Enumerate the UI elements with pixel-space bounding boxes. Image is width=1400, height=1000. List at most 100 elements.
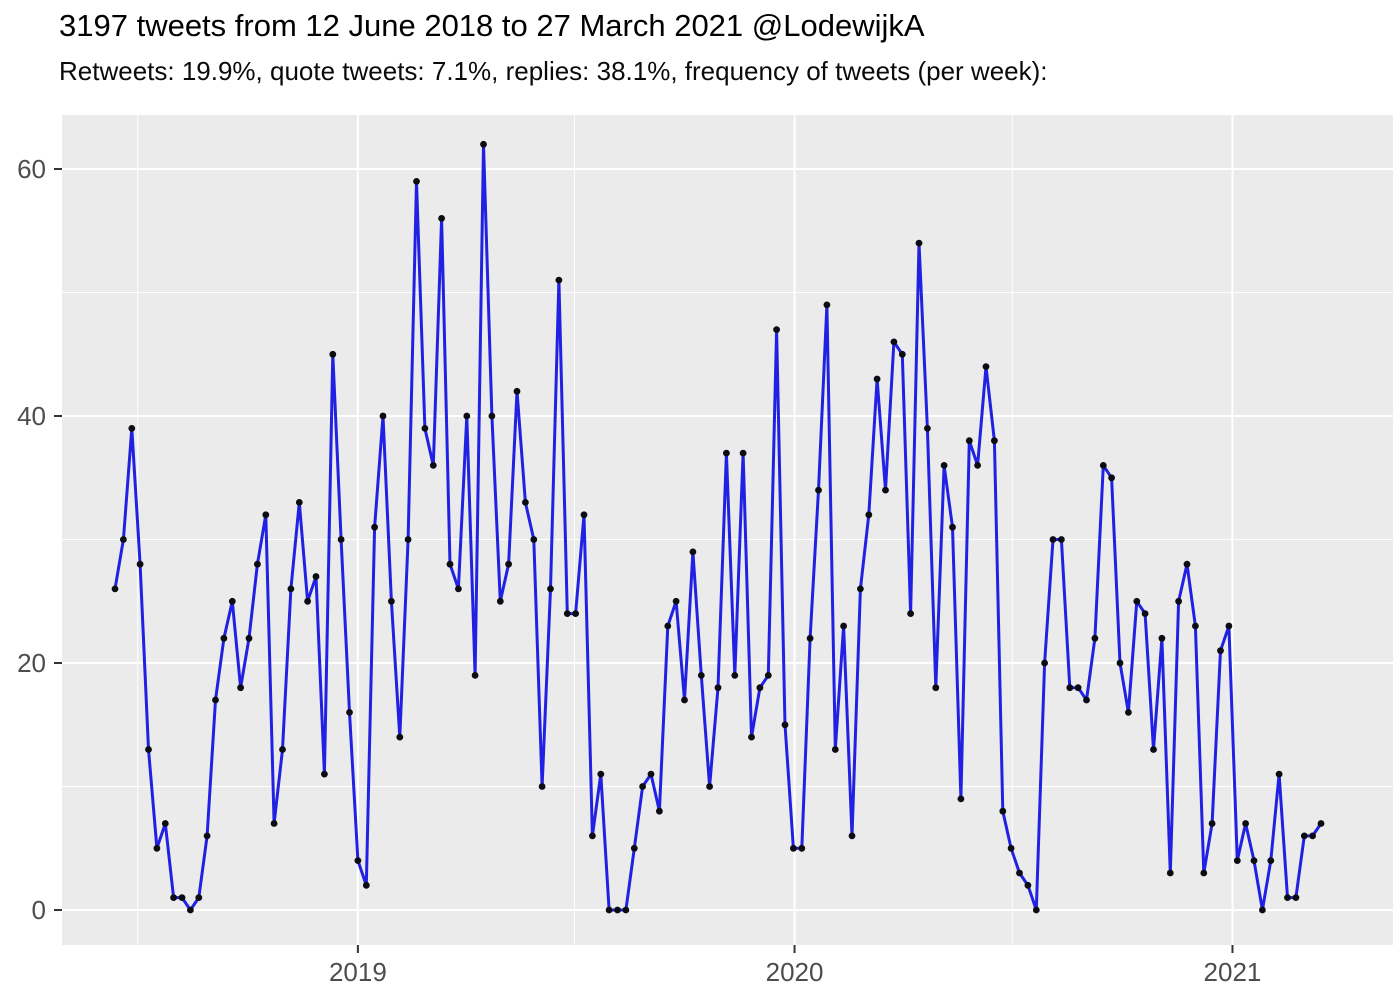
data-point <box>329 350 337 358</box>
data-point <box>940 462 948 469</box>
data-point <box>538 783 546 790</box>
x-axis-labels: 2019 2020 2021 <box>329 957 1261 987</box>
data-point <box>1284 894 1291 901</box>
data-point <box>840 622 847 630</box>
data-point <box>312 573 320 580</box>
data-point <box>362 881 370 889</box>
grid-major <box>62 115 1393 945</box>
data-point <box>739 449 747 457</box>
y-axis-labels: 0 20 40 60 <box>17 154 46 925</box>
data-point <box>128 425 136 432</box>
data-point <box>388 597 395 605</box>
data-point <box>429 462 437 469</box>
data-point <box>1217 647 1224 655</box>
data-point <box>270 820 278 827</box>
data-point <box>404 536 412 543</box>
data-point <box>1032 906 1040 914</box>
data-point <box>178 894 186 901</box>
data-point <box>614 906 621 914</box>
data-point <box>254 560 261 568</box>
data-point <box>1108 474 1115 482</box>
data-point <box>580 511 588 519</box>
data-point <box>848 832 856 840</box>
data-point <box>1007 844 1015 852</box>
data-point <box>1259 906 1266 914</box>
data-point <box>890 338 898 346</box>
data-point <box>1225 622 1233 630</box>
data-point <box>136 560 144 568</box>
data-point <box>480 140 487 148</box>
data-point <box>773 326 780 333</box>
data-point <box>1158 634 1166 642</box>
y-tick-label: 40 <box>17 401 46 431</box>
data-point <box>1141 610 1149 617</box>
chart-subtitle: Retweets: 19.9%, quote tweets: 7.1%, rep… <box>59 56 1048 86</box>
data-point <box>496 597 504 605</box>
data-point <box>664 622 672 630</box>
data-point <box>413 178 420 185</box>
data-point <box>873 375 881 383</box>
data-point <box>1066 684 1074 692</box>
data-point <box>304 597 311 605</box>
panel-background <box>62 115 1393 945</box>
data-point <box>1016 869 1023 877</box>
data-point <box>262 511 270 519</box>
data-point <box>421 425 429 432</box>
data-point <box>337 536 345 543</box>
data-point <box>505 560 512 568</box>
data-point <box>1192 622 1199 630</box>
data-point <box>982 363 990 370</box>
data-point <box>1233 857 1241 864</box>
data-point <box>279 746 286 753</box>
data-point <box>321 770 328 778</box>
data-point <box>438 215 445 222</box>
data-point <box>1275 770 1283 778</box>
data-point <box>522 499 529 506</box>
data-point <box>1317 820 1325 827</box>
data-point <box>295 499 303 506</box>
data-point <box>1083 696 1090 704</box>
data-point <box>1267 857 1275 864</box>
axis-ticks <box>54 168 1234 953</box>
data-point <box>463 412 471 420</box>
data-point <box>723 449 730 457</box>
data-points <box>111 140 1325 914</box>
data-point <box>815 486 822 494</box>
data-point <box>974 462 981 469</box>
data-point <box>153 844 161 852</box>
data-point <box>1049 536 1057 543</box>
data-point <box>1150 746 1157 753</box>
data-point <box>1133 597 1141 605</box>
data-point <box>672 597 680 605</box>
y-tick-label: 60 <box>17 154 46 184</box>
data-point <box>790 844 797 852</box>
data-point <box>547 585 554 593</box>
data-point <box>371 523 378 531</box>
data-point <box>706 783 713 790</box>
data-point <box>999 807 1007 815</box>
data-point <box>513 387 521 395</box>
data-point <box>1166 869 1174 877</box>
data-point <box>907 610 914 617</box>
data-point <box>898 350 906 358</box>
data-point <box>1250 857 1258 864</box>
data-point <box>589 832 596 840</box>
data-point <box>924 425 931 432</box>
data-point <box>1058 536 1065 543</box>
data-point <box>748 733 755 741</box>
data-point <box>798 844 806 852</box>
data-point <box>991 437 998 445</box>
data-point <box>647 770 655 778</box>
data-point <box>530 536 538 543</box>
data-point <box>187 906 194 914</box>
data-point <box>857 585 864 593</box>
data-point <box>1175 597 1182 605</box>
data-point <box>639 783 646 790</box>
data-point <box>379 412 387 420</box>
data-point <box>1183 560 1191 568</box>
data-point <box>120 536 127 543</box>
data-point <box>1091 634 1099 642</box>
chart-title: 3197 tweets from 12 June 2018 to 27 Marc… <box>59 8 925 43</box>
data-point <box>228 597 236 605</box>
